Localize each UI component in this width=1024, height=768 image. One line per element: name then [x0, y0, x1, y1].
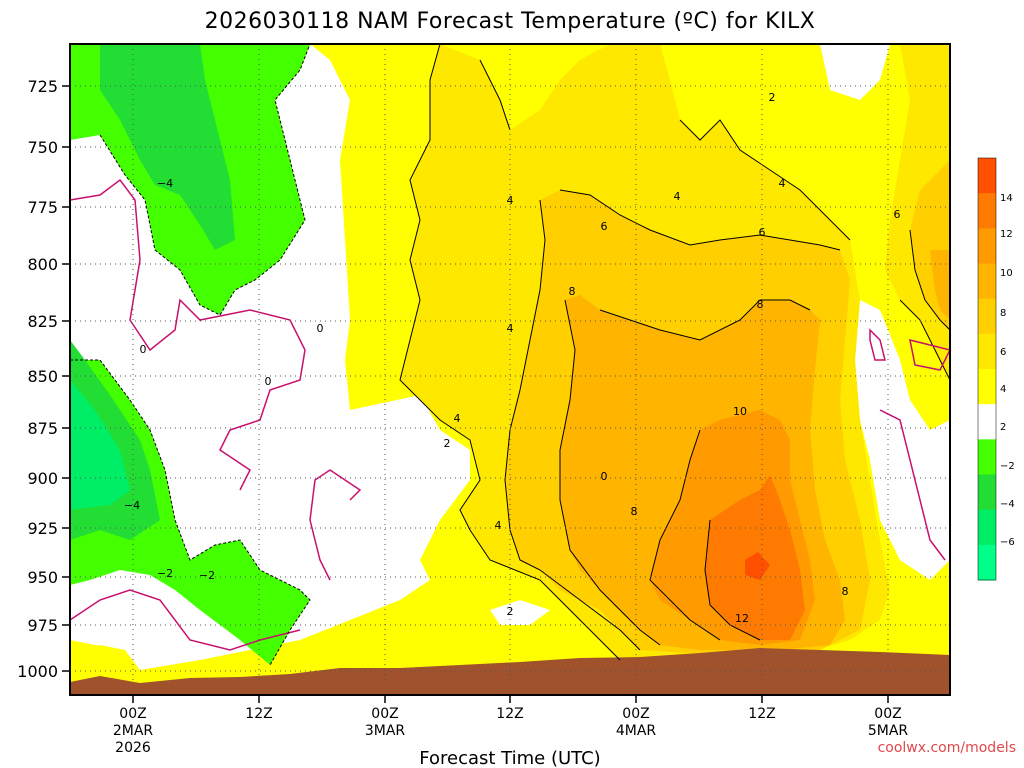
colorbar-cell: [978, 158, 996, 194]
contour-label: −2: [157, 567, 173, 580]
colorbar-label: −2: [1000, 461, 1015, 472]
plot-area: 2 4 4 4 6 6 6 8 8 4 10 4 2 8 4 0 2 12 8 …: [70, 44, 950, 695]
y-axis: 725 750 775 800 825 850 875 900 925 950 …: [17, 77, 70, 681]
contour-label: 4: [507, 322, 514, 335]
colorbar-cell: [978, 193, 996, 229]
y-tick-label: 850: [27, 367, 58, 386]
contour-label: 0: [140, 343, 147, 356]
colorbar-border: [977, 157, 997, 581]
y-tick-label: 1000: [17, 662, 58, 681]
contour-label: 4: [454, 412, 461, 425]
colorbar-cell: [978, 404, 996, 440]
contour-label: 12: [735, 612, 749, 625]
x-tick-label: 2026: [115, 740, 151, 756]
band-green-top-inner: [100, 44, 235, 250]
contour-label: 2: [444, 437, 451, 450]
colorbar-label: 6: [1000, 347, 1006, 358]
x-tick-label: 5MAR: [868, 723, 909, 739]
colorbar-cell: [978, 544, 996, 581]
y-tick-label: 925: [27, 519, 58, 538]
colorbar-cell: [978, 369, 996, 405]
colorbar-label: 12: [1000, 229, 1013, 240]
band-8to10-right: [930, 250, 950, 320]
x-tick-label: 12Z: [748, 706, 775, 722]
contour-label: 0: [317, 322, 324, 335]
contour-label: 8: [569, 285, 576, 298]
credit-text: coolwx.com/models: [878, 740, 1016, 756]
band-white-blob: [490, 600, 550, 625]
colorbar-label: 10: [1000, 268, 1013, 279]
colorbar-label: −4: [1000, 499, 1015, 510]
y-tick-label: 825: [27, 312, 58, 331]
x-axis: 00Z 2MAR 2026 12Z 00Z 3MAR 12Z 00Z 4MAR …: [113, 695, 909, 756]
x-axis-title: Forecast Time (UTC): [419, 748, 600, 768]
contour-label: 6: [759, 226, 766, 239]
y-tick-label: 875: [27, 419, 58, 438]
contour-label: 2: [769, 91, 776, 104]
x-tick-label: 00Z: [119, 706, 146, 722]
band-14plus: [745, 552, 770, 580]
y-tick-label: 975: [27, 616, 58, 635]
contour-label: 4: [507, 194, 514, 207]
colorbar-cells: [978, 158, 996, 581]
contour-label: 8: [757, 298, 764, 311]
contour-lines: [399, 44, 950, 661]
contour-labels: 2 4 4 4 6 6 6 8 8 4 10 4 2 8 4 0 2 12 8 …: [124, 91, 901, 625]
x-tick-label: 4MAR: [616, 723, 657, 739]
contour-label: 10: [733, 405, 747, 418]
colorbar-cell: [978, 228, 996, 264]
colorbar-label: −6: [1000, 537, 1015, 548]
colorbar-cell: [978, 333, 996, 370]
x-tick-label: 12Z: [245, 706, 272, 722]
x-tick-label: 3MAR: [365, 723, 406, 739]
y-tick-label: 900: [27, 469, 58, 488]
colorbar-cell: [978, 509, 996, 546]
contour-label: 2: [507, 605, 514, 618]
grid-lines: [70, 44, 950, 695]
y-tick-label: 775: [27, 198, 58, 217]
contour-label: −4: [157, 177, 173, 190]
contour-label: 4: [495, 519, 502, 532]
contour-label: 8: [842, 585, 849, 598]
contour-label: 4: [779, 177, 786, 190]
colorbar-cell: [978, 439, 996, 475]
contour-label: −4: [124, 499, 140, 512]
colorbar-label: 8: [1000, 308, 1006, 319]
y-tick-label: 725: [27, 77, 58, 96]
x-tick-label: 2MAR: [113, 723, 154, 739]
colorbar-cell: [978, 263, 996, 300]
colorbar: 14 12 10 8 6 4 2 −2 −4 −6: [977, 157, 1015, 581]
y-tick-label: 750: [27, 138, 58, 157]
contour-label: 6: [601, 220, 608, 233]
chart-title: 2026030118 NAM Forecast Temperature (ºC)…: [205, 9, 816, 34]
x-tick-label: 12Z: [496, 706, 523, 722]
band-white-right: [855, 300, 950, 580]
x-tick-label: 00Z: [371, 706, 398, 722]
colorbar-cell: [978, 474, 996, 511]
y-tick-label: 800: [27, 255, 58, 274]
y-tick-label: 950: [27, 568, 58, 587]
contour-label: 0: [601, 470, 608, 483]
band-white-topright: [820, 44, 890, 100]
colorbar-cell: [978, 298, 996, 335]
colorbar-label: 2: [1000, 422, 1006, 433]
y-tick-marks: [62, 85, 70, 672]
contour-label: −2: [199, 569, 215, 582]
colorbar-label: 14: [1000, 193, 1013, 204]
x-tick-marks: [132, 695, 889, 703]
contour-label: 8: [631, 505, 638, 518]
colorbar-label: 4: [1000, 384, 1006, 395]
contour-label: 4: [674, 190, 681, 203]
contour-label: 0: [265, 375, 272, 388]
x-tick-label: 00Z: [622, 706, 649, 722]
contour-label: 6: [894, 208, 901, 221]
x-tick-label: 00Z: [874, 706, 901, 722]
